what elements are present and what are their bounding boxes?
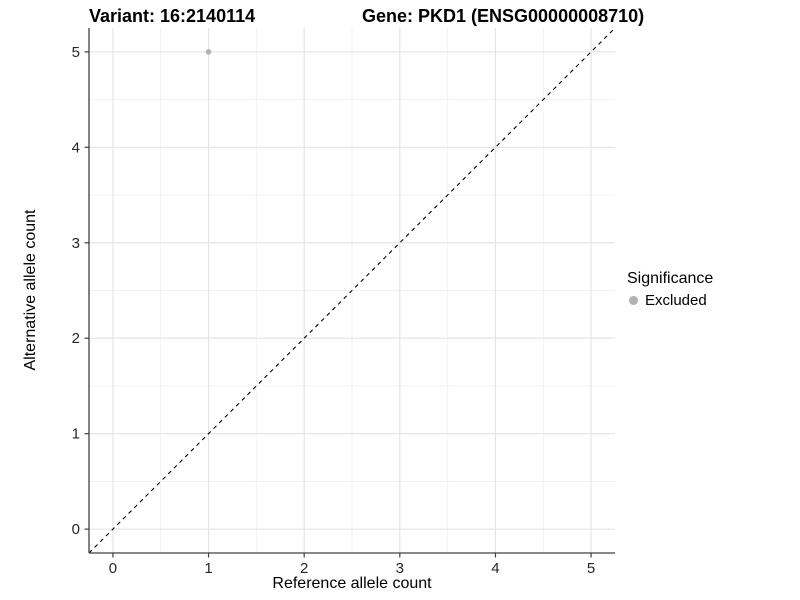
y-tick-label: 3 [72,235,80,252]
x-tick-label: 4 [491,560,499,577]
legend-entry-label: Excluded [645,292,707,309]
legend-entry-excluded: Excluded [627,292,713,309]
legend-title: Significance [627,270,714,287]
title-variant: Variant: 16:2140114 [89,6,256,26]
x-tick-label: 5 [587,560,595,577]
y-tick-label: 4 [72,139,80,156]
data-point [205,49,212,55]
x-axis-title: Reference allele count [272,575,432,592]
legend: Significance Excluded [627,269,713,309]
y-tick-label: 0 [72,521,80,538]
identity-line [88,27,616,554]
y-tick-label: 1 [72,426,80,443]
y-axis-title: Alternative allele count [22,209,39,371]
y-tick-label: 5 [72,44,80,61]
legend-point-icon [629,296,638,305]
y-tick-label: 2 [72,330,80,347]
x-tick-label: 0 [109,560,117,577]
title-gene: Gene: PKD1 (ENSG00000008710) [362,6,645,26]
x-tick-label: 2 [300,560,308,577]
x-tick-label: 1 [204,560,212,577]
x-tick-label: 3 [396,560,404,577]
